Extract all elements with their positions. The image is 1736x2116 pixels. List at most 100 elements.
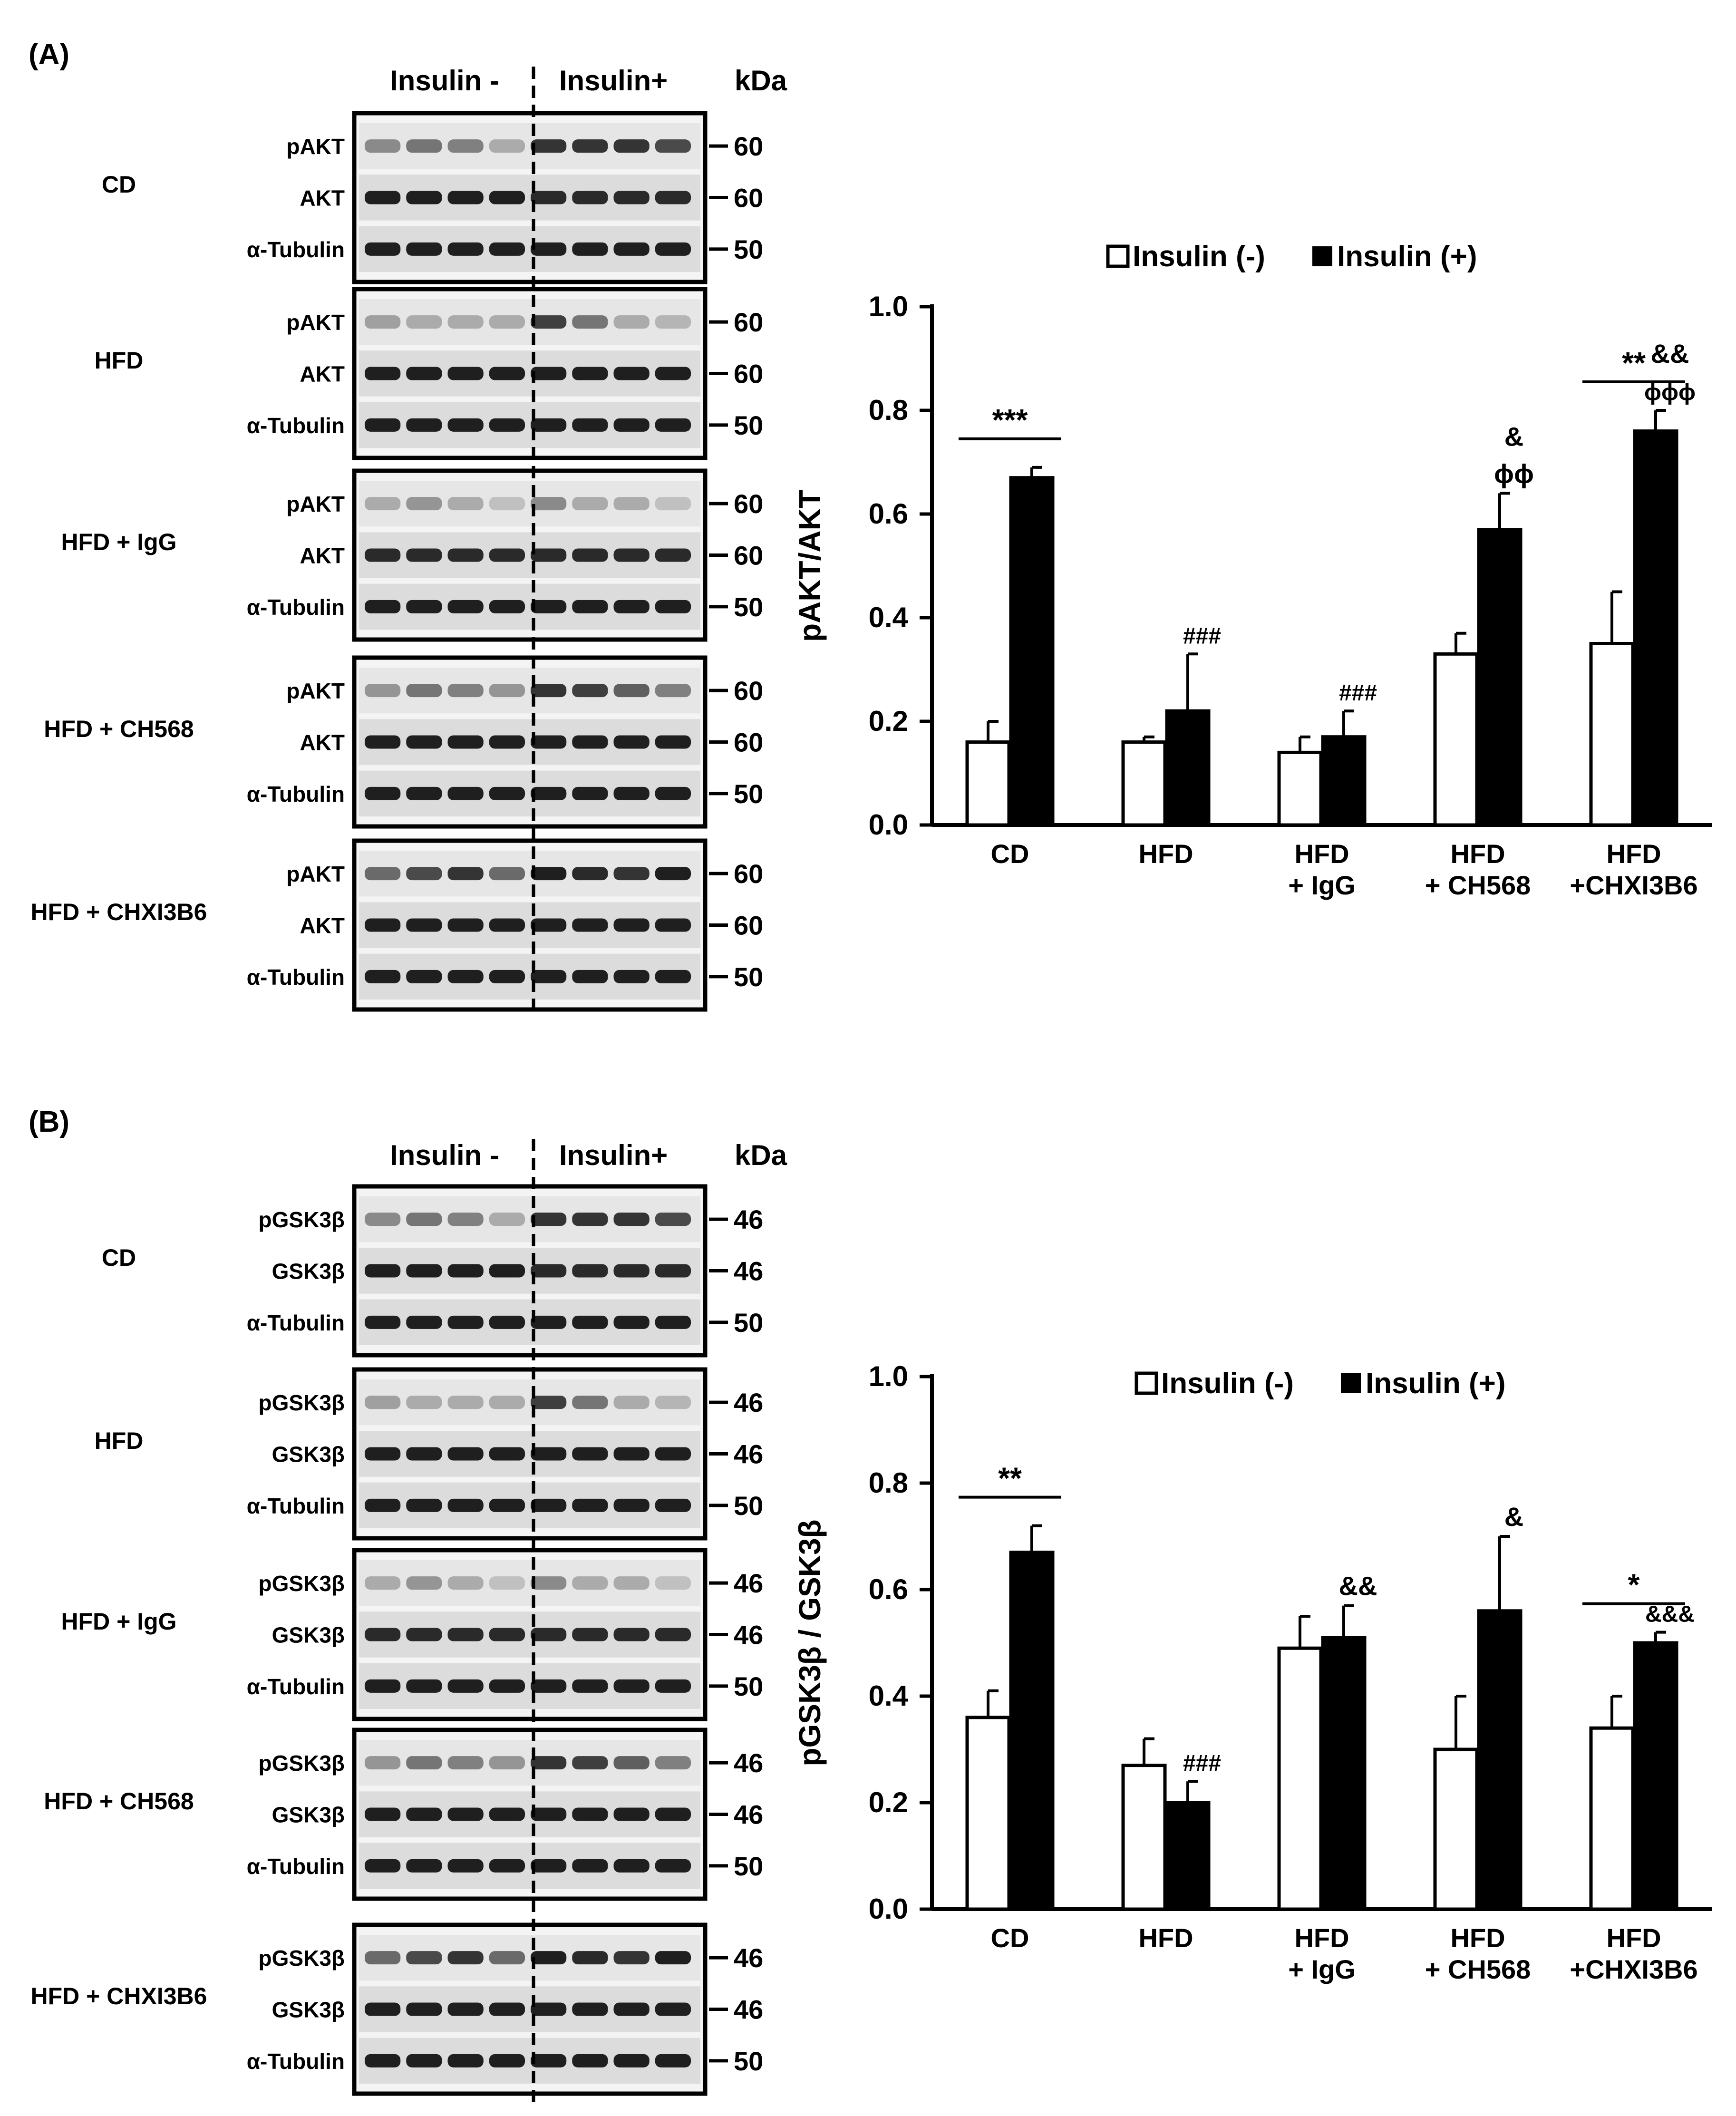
- bar-insulin-minus: [965, 740, 1011, 827]
- kda-marker-label: 50: [734, 2046, 763, 2076]
- kda-marker-label: 46: [734, 1568, 763, 1598]
- band-lane: [572, 1756, 608, 1770]
- band-lane: [572, 1628, 608, 1641]
- y-tick-label: 1.0: [869, 1360, 908, 1392]
- blot-group: HFD + IgG pGSK3β 46 GSK3β 46 α-Tubulin 50: [61, 1548, 763, 1721]
- band-lane: [447, 367, 484, 380]
- band-lane: [489, 315, 525, 329]
- band-lane: [489, 2054, 525, 2067]
- band-lane: [613, 1679, 650, 1693]
- band-lane: [406, 867, 442, 881]
- band-lane: [406, 418, 442, 432]
- blot-group: CD pAKT 60 AKT 60 α-Tubulin 50: [102, 111, 763, 284]
- band-name-label: pAKT: [286, 310, 345, 335]
- band-lane: [406, 1396, 442, 1409]
- band-lane: [572, 497, 608, 511]
- band-lane: [406, 1859, 442, 1873]
- band-lane: [572, 1264, 608, 1278]
- annotation-label: &&&: [1645, 1602, 1695, 1627]
- bar-insulin-minus: [1433, 652, 1479, 827]
- band-lane: [655, 1264, 691, 1278]
- kda-marker-label: 60: [734, 911, 763, 941]
- band-lane: [406, 2054, 442, 2067]
- band-lane: [531, 867, 567, 881]
- panel-label: (A): [29, 38, 69, 71]
- band-lane: [406, 191, 442, 204]
- band-lane: [447, 418, 484, 432]
- band-name-label: pAKT: [286, 679, 345, 703]
- band-name-label: α-Tubulin: [247, 782, 345, 806]
- band-lane: [655, 735, 691, 749]
- annotation-label: ϕϕϕ: [1644, 380, 1696, 405]
- band-lane: [489, 867, 525, 881]
- kda-marker-label: 50: [734, 410, 763, 440]
- x-tick-label: HFD: [1450, 1923, 1505, 1953]
- band-lane: [447, 684, 484, 698]
- band-lane: [406, 1498, 442, 1512]
- blot-group: HFD + CH568 pAKT 60 AKT 60 α-Tubulin 50: [44, 655, 763, 829]
- band-lane: [365, 242, 401, 256]
- x-tick-label: HFD: [1138, 1923, 1193, 1953]
- band-name-label: α-Tubulin: [247, 1494, 345, 1518]
- group-label: HFD + CH568: [44, 1788, 194, 1815]
- band-lane: [531, 684, 567, 698]
- bar-insulin-minus: [1121, 1764, 1167, 1911]
- blot-group: HFD pAKT 60 AKT 60 α-Tubulin 50: [95, 287, 763, 460]
- band-lane: [572, 1679, 608, 1693]
- kda-marker-label: 60: [734, 541, 763, 571]
- band-lane: [572, 1859, 608, 1873]
- band-lane: [613, 1807, 650, 1821]
- band-lane: [365, 418, 401, 432]
- band-lane: [613, 1951, 650, 1965]
- kda-marker-label: 46: [734, 1204, 763, 1234]
- band-name-label: pGSK3β: [259, 1390, 345, 1415]
- band-lane: [655, 139, 691, 153]
- band-name-label: α-Tubulin: [247, 965, 345, 990]
- band-name-label: pGSK3β: [259, 1207, 345, 1232]
- band-lane: [406, 1951, 442, 1965]
- band-lane: [406, 786, 442, 800]
- band-lane: [531, 1447, 567, 1461]
- kda-marker-label: 46: [734, 1748, 763, 1778]
- band-lane: [447, 735, 484, 749]
- y-tick-label: 1.0: [869, 291, 908, 322]
- band-name-label: α-Tubulin: [247, 1310, 345, 1335]
- band-name-label: α-Tubulin: [247, 237, 345, 262]
- legend-swatch-insulin-minus: [1106, 244, 1130, 268]
- bar-insulin-plus: [1009, 476, 1055, 827]
- band-lane: [655, 367, 691, 380]
- band-lane: [655, 1859, 691, 1873]
- kda-marker-label: 50: [734, 1851, 763, 1881]
- bar-insulin-minus: [1121, 740, 1167, 827]
- band-lane: [406, 497, 442, 511]
- band-lane: [489, 548, 525, 562]
- band-lane: [572, 1315, 608, 1329]
- band-lane: [572, 2054, 608, 2067]
- band-lane: [365, 1628, 401, 1641]
- band-lane: [489, 1213, 525, 1226]
- group-label: HFD + IgG: [61, 1608, 176, 1635]
- band-lane: [406, 367, 442, 380]
- band-lane: [613, 684, 650, 698]
- band-name-label: α-Tubulin: [247, 1854, 345, 1879]
- annotation-label: ###: [1183, 1751, 1221, 1776]
- band-lane: [365, 1679, 401, 1693]
- band-lane: [489, 1951, 525, 1965]
- band-lane: [531, 1756, 567, 1770]
- band-name-label: AKT: [300, 186, 345, 211]
- band-lane: [447, 600, 484, 613]
- band-lane: [489, 735, 525, 749]
- band-lane: [531, 548, 567, 562]
- band-lane: [531, 1498, 567, 1512]
- band-lane: [655, 600, 691, 613]
- band-lane: [572, 786, 608, 800]
- y-tick-label: 0.2: [869, 1786, 908, 1818]
- band-lane: [613, 1396, 650, 1409]
- blot-group: HFD + CH568 pGSK3β 46 GSK3β 46 α-Tubulin 50: [44, 1728, 763, 1901]
- band-lane: [406, 1447, 442, 1461]
- kda-marker-label: 60: [734, 489, 763, 519]
- band-lane: [655, 1396, 691, 1409]
- band-lane: [489, 1628, 525, 1641]
- y-tick-label: 0.0: [869, 809, 908, 841]
- band-lane: [447, 242, 484, 256]
